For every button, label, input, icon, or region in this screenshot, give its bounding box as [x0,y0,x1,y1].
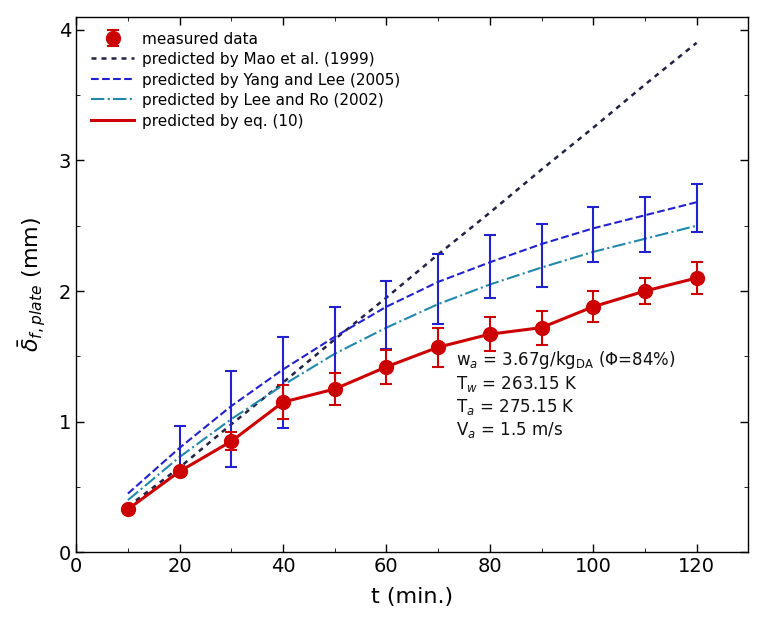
predicted by Lee and Ro (2002) [537,264,546,271]
predicted by Yang and Lee (2005) [434,278,443,286]
predicted by Lee and Ro (2002) [123,496,132,504]
predicted by eq. (10) [588,303,597,311]
predicted by Mao et al. (1999) [588,124,597,132]
predicted by eq. (10) [330,385,340,392]
predicted by eq. (10) [175,467,184,475]
predicted by Mao et al. (1999) [278,379,288,386]
Text: w$_a$ = 3.67g/kg$_{\rm DA}$ ($\Phi$=84%)
T$_w$ = 263.15 K
T$_a$ = 275.15 K
V$_a$: w$_a$ = 3.67g/kg$_{\rm DA}$ ($\Phi$=84%)… [456,349,675,440]
predicted by eq. (10) [278,398,288,406]
predicted by Yang and Lee (2005) [278,366,288,373]
X-axis label: t (min.): t (min.) [371,587,454,607]
predicted by Mao et al. (1999) [123,503,132,510]
predicted by Lee and Ro (2002) [434,300,443,308]
predicted by eq. (10) [434,343,443,351]
predicted by Yang and Lee (2005) [382,303,391,311]
predicted by Mao et al. (1999) [382,294,391,301]
predicted by Lee and Ro (2002) [226,416,236,423]
predicted by Yang and Lee (2005) [537,240,546,248]
predicted by eq. (10) [382,363,391,371]
predicted by eq. (10) [640,287,649,295]
predicted by Mao et al. (1999) [485,209,494,217]
predicted by Mao et al. (1999) [434,251,443,258]
predicted by Lee and Ro (2002) [485,281,494,288]
Line: predicted by Lee and Ro (2002): predicted by Lee and Ro (2002) [128,226,697,500]
Line: predicted by Mao et al. (1999): predicted by Mao et al. (1999) [128,43,697,507]
predicted by Yang and Lee (2005) [226,402,236,410]
predicted by Lee and Ro (2002) [588,248,597,256]
predicted by Mao et al. (1999) [640,81,649,89]
predicted by eq. (10) [226,437,236,445]
Y-axis label: $\bar{\delta}_{f,plate}$ (mm): $\bar{\delta}_{f,plate}$ (mm) [17,217,48,352]
predicted by Lee and Ro (2002) [278,381,288,389]
predicted by eq. (10) [692,274,702,281]
predicted by Yang and Lee (2005) [588,225,597,232]
predicted by Yang and Lee (2005) [175,444,184,452]
predicted by Lee and Ro (2002) [692,222,702,230]
predicted by Mao et al. (1999) [226,421,236,428]
predicted by eq. (10) [485,331,494,338]
predicted by Lee and Ro (2002) [330,350,340,358]
predicted by Mao et al. (1999) [692,39,702,47]
predicted by Mao et al. (1999) [537,166,546,173]
predicted by eq. (10) [123,505,132,513]
predicted by Lee and Ro (2002) [175,453,184,461]
predicted by Mao et al. (1999) [175,464,184,471]
Line: predicted by Yang and Lee (2005): predicted by Yang and Lee (2005) [128,202,697,494]
predicted by Yang and Lee (2005) [123,490,132,497]
Line: predicted by eq. (10): predicted by eq. (10) [128,278,697,509]
predicted by Yang and Lee (2005) [330,333,340,341]
predicted by eq. (10) [537,324,546,331]
predicted by Lee and Ro (2002) [382,324,391,331]
predicted by Lee and Ro (2002) [640,235,649,243]
predicted by Mao et al. (1999) [330,336,340,343]
predicted by Yang and Lee (2005) [640,212,649,219]
predicted by Yang and Lee (2005) [485,258,494,266]
Legend: measured data, predicted by Mao et al. (1999), predicted by Yang and Lee (2005),: measured data, predicted by Mao et al. (… [84,24,408,136]
predicted by Yang and Lee (2005) [692,198,702,206]
